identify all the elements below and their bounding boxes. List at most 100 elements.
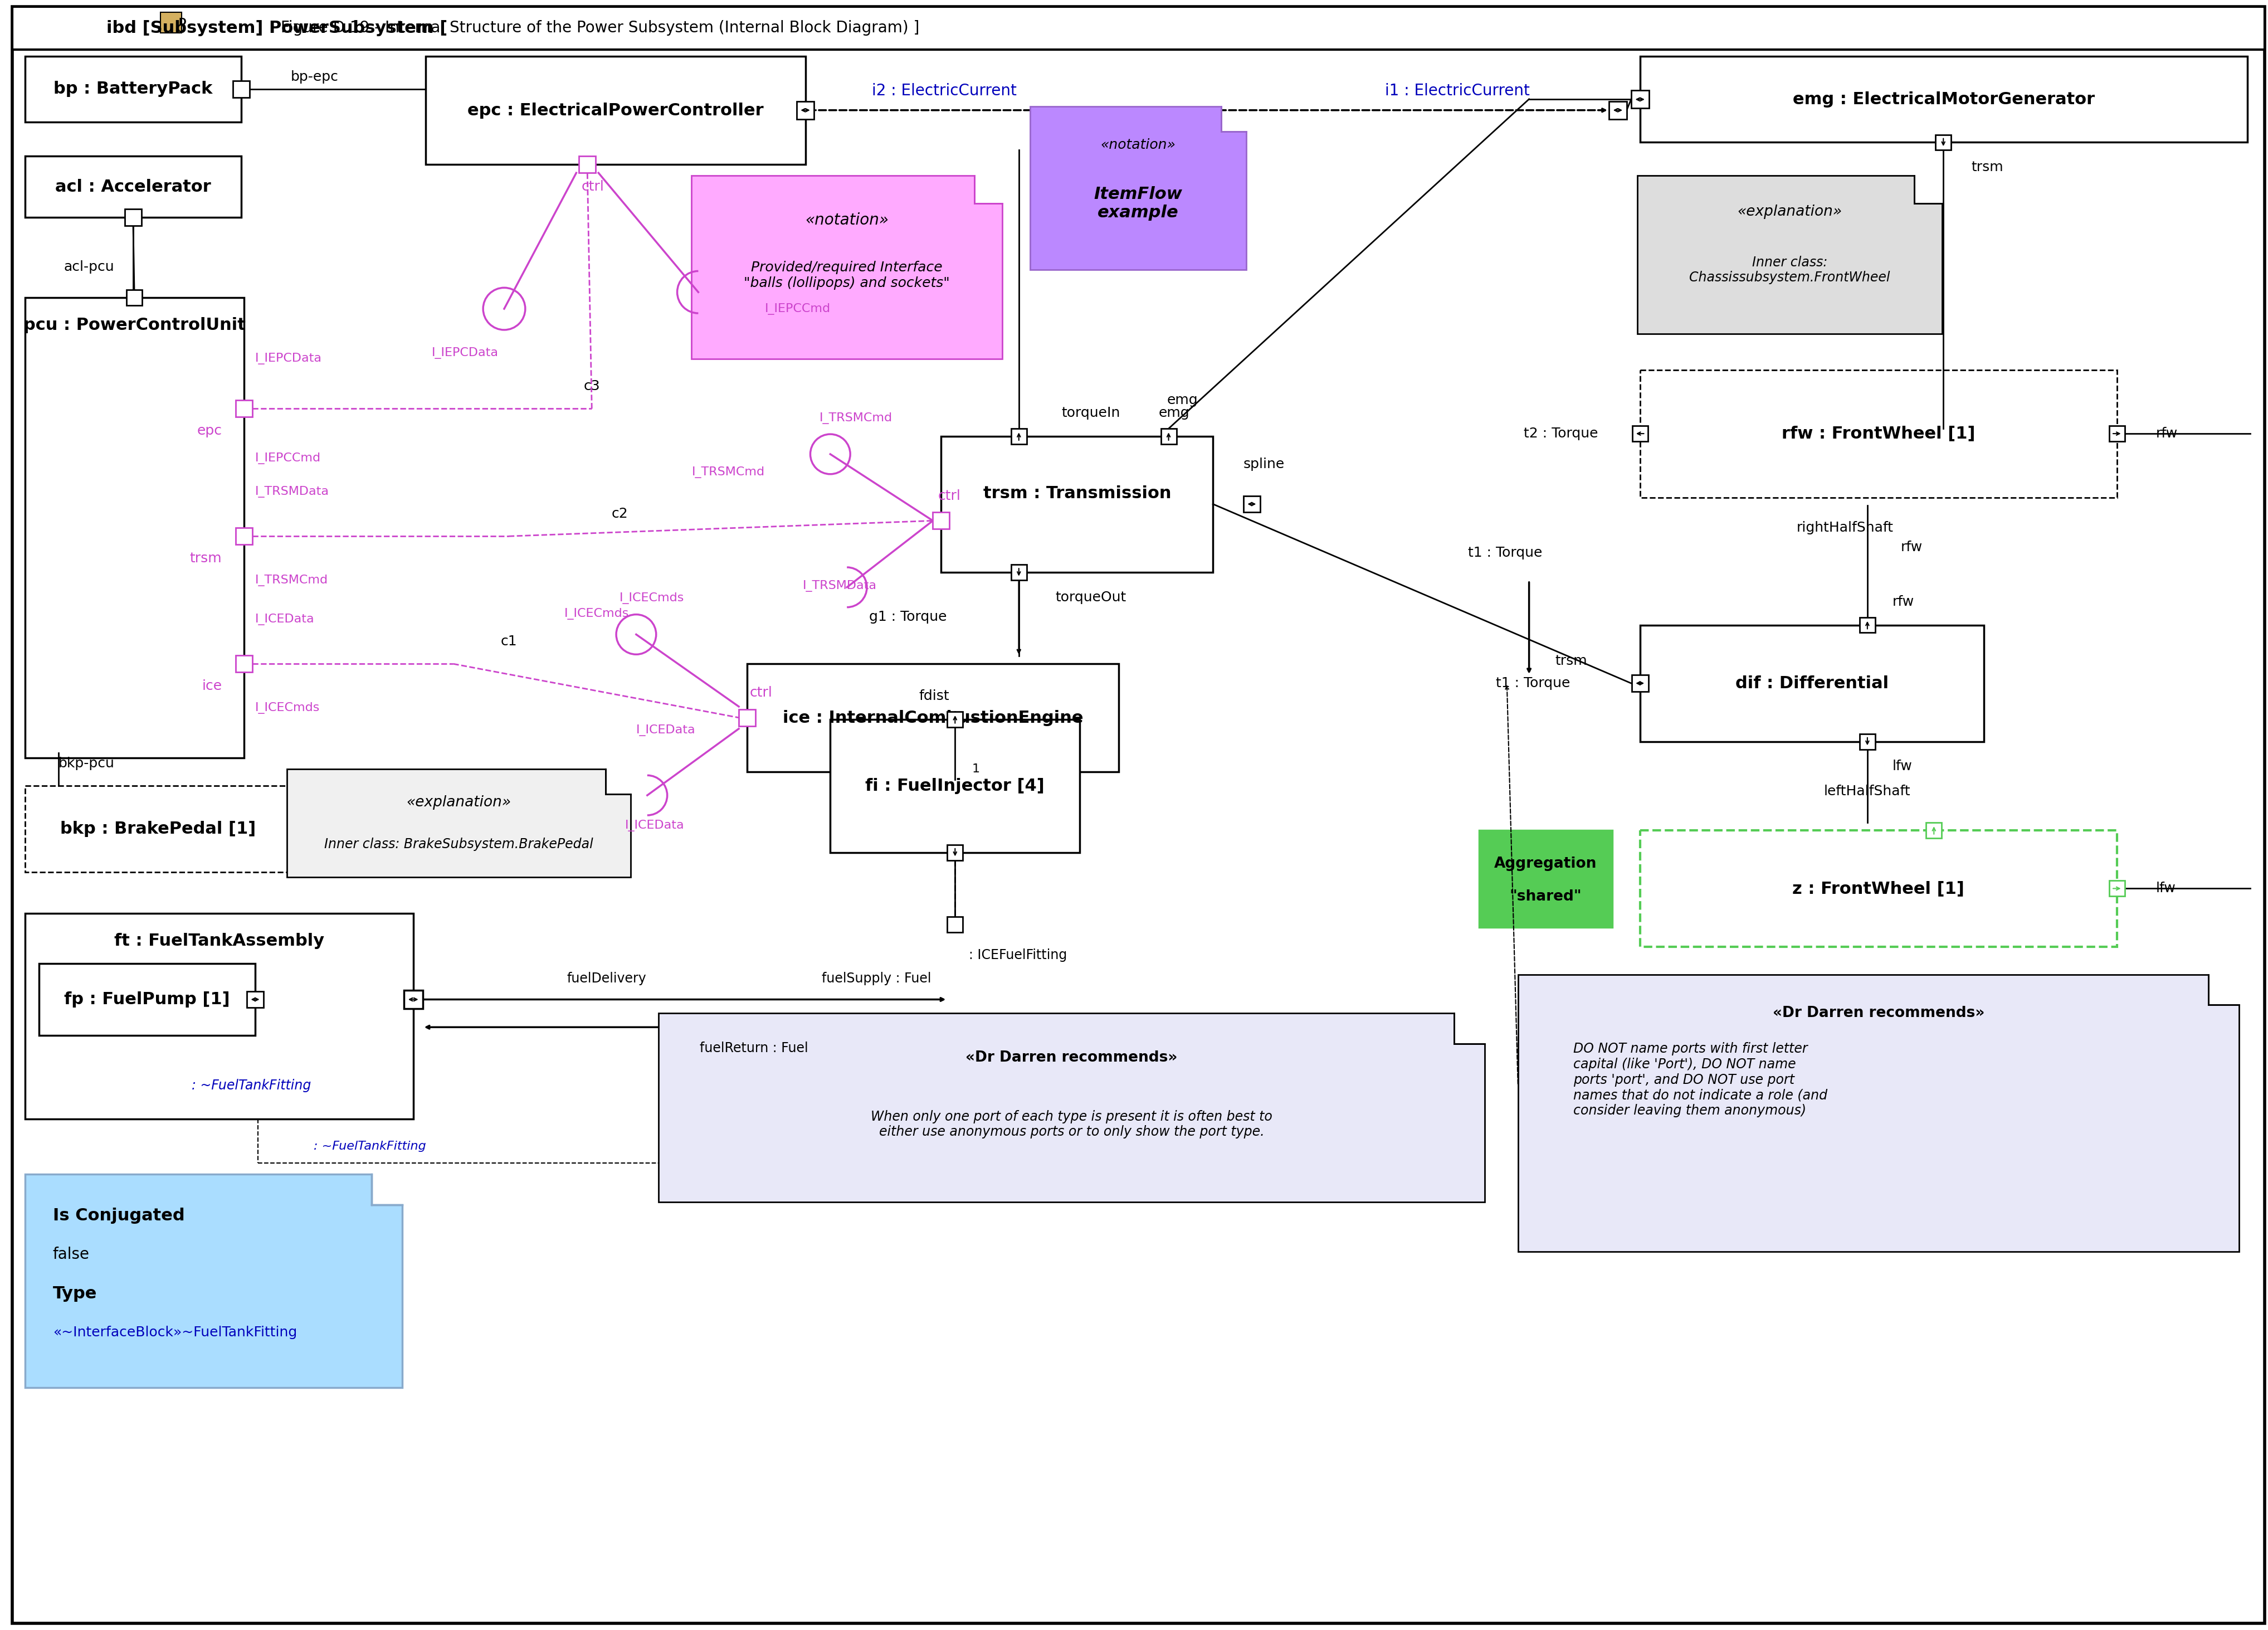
Text: I_ICECmds: I_ICECmds [256,703,320,714]
Polygon shape [1517,975,2239,1252]
Text: I_IEPCData: I_IEPCData [431,347,499,359]
Text: Figure D.19 - Internal Structure of the Power Subsystem (Internal Block Diagram): Figure D.19 - Internal Structure of the … [277,20,919,36]
Text: I_TRSMData: I_TRSMData [256,486,329,497]
Bar [25,156,240,217]
Bar [39,963,256,1035]
Bar [1608,101,1626,119]
Text: spline: spline [1243,458,1284,471]
Text: I_TRSMCmd: I_TRSMCmd [819,412,891,424]
Bar [948,712,964,727]
Text: c2: c2 [612,507,628,520]
Bar [1633,425,1649,442]
Bar [830,719,1080,852]
Bar [11,7,2263,51]
Bar [1161,429,1177,443]
Bar [25,298,245,758]
Text: bkp : BrakePedal [1]: bkp : BrakePedal [1] [61,822,256,836]
Bar [1640,370,2116,497]
Text: : ~FuelTankFitting: : ~FuelTankFitting [313,1141,426,1152]
Bar [247,991,263,1007]
Text: bp-epc: bp-epc [290,70,338,83]
Text: t1 : Torque: t1 : Torque [1497,676,1569,689]
Text: I_ICEData: I_ICEData [626,820,685,831]
Text: trsm: trsm [1556,654,1588,668]
Text: rfw: rfw [1901,541,1923,554]
Text: ft : FuelTankAssembly: ft : FuelTankAssembly [113,932,324,949]
Bar [932,512,950,530]
Bar [948,916,964,932]
Bar [1631,91,1649,108]
Text: trsm: trsm [1971,161,2003,174]
Text: D: D [179,18,186,28]
Text: leftHalfShaft: leftHalfShaft [1823,784,1910,799]
Text: false: false [52,1247,88,1263]
Polygon shape [286,769,631,877]
Text: i1 : ElectricCurrent: i1 : ElectricCurrent [1386,83,1529,98]
Bar [796,101,814,119]
Text: fp : FuelPump [1]: fp : FuelPump [1] [64,991,229,1007]
Bar [739,709,755,725]
Bar [1640,624,1984,742]
Text: ibd [Subsystem] PowerSubsystem [: ibd [Subsystem] PowerSubsystem [ [107,20,447,36]
Bar [1479,830,1613,927]
Bar [125,209,141,225]
Text: Is Conjugated: Is Conjugated [52,1208,184,1224]
Text: «Dr Darren recommends»: «Dr Darren recommends» [966,1050,1177,1064]
Text: emg : ElectricalMotorGenerator: emg : ElectricalMotorGenerator [1792,91,2096,108]
Bar [25,913,413,1118]
Text: ctrl: ctrl [939,489,962,502]
Text: dif : Differential: dif : Differential [1735,675,1889,691]
Text: Type: Type [52,1286,98,1301]
Bar [161,11,181,33]
Bar [1631,675,1649,691]
Polygon shape [25,1174,401,1387]
Text: When only one port of each type is present it is often best to
either use anonym: When only one port of each type is prese… [871,1110,1272,1139]
Text: torqueOut: torqueOut [1055,590,1127,605]
Text: I_TRSMCmd: I_TRSMCmd [692,466,764,478]
Text: ctrl: ctrl [581,179,603,194]
Text: "shared": "shared" [1510,890,1581,905]
Polygon shape [692,176,1002,359]
Text: I_ICECmds: I_ICECmds [619,593,685,605]
Text: Inner class: BrakeSubsystem.BrakePedal: Inner class: BrakeSubsystem.BrakePedal [324,838,594,851]
Text: rfw: rfw [1892,595,1914,608]
Text: z : FrontWheel [1]: z : FrontWheel [1] [1792,880,1964,896]
Text: Aggregation: Aggregation [1495,856,1597,870]
Text: rightHalfShaft: rightHalfShaft [1796,522,1894,535]
Text: ItemFlow
example: ItemFlow example [1093,186,1182,220]
Text: t2 : Torque: t2 : Torque [1524,427,1599,440]
Text: 1: 1 [971,764,980,774]
Text: trsm : Transmission: trsm : Transmission [982,486,1170,502]
Text: t1 : Torque: t1 : Torque [1467,546,1542,559]
Text: g1 : Torque: g1 : Torque [869,610,946,623]
Text: I_ICECmds: I_ICECmds [565,608,628,619]
Bar [127,290,143,305]
Bar [426,57,805,165]
Bar [404,989,422,1009]
Text: «notation»: «notation» [1100,139,1175,152]
Text: I_ICEData: I_ICEData [256,613,315,626]
Text: ctrl: ctrl [748,686,773,699]
Text: rfw : FrontWheel [1]: rfw : FrontWheel [1] [1783,425,1975,442]
Bar [25,57,240,122]
Text: «Dr Darren recommends»: «Dr Darren recommends» [1774,1006,1984,1020]
Text: lfw: lfw [1892,760,1912,773]
Bar [1935,135,1950,150]
Text: : ICEFuelFitting: : ICEFuelFitting [968,949,1068,962]
Bar [236,528,252,544]
Text: «explanation»: «explanation» [406,795,510,810]
Text: bp : BatteryPack: bp : BatteryPack [54,82,213,98]
Polygon shape [1637,176,1941,334]
Text: lfw: lfw [2157,882,2175,895]
Polygon shape [658,1014,1486,1201]
Bar [1012,429,1027,443]
Bar [2109,880,2125,896]
Text: I_IEPCCmd: I_IEPCCmd [256,453,322,465]
Text: c3: c3 [583,380,601,393]
Text: «~InterfaceBlock»~FuelTankFitting: «~InterfaceBlock»~FuelTankFitting [52,1325,297,1338]
Text: «notation»: «notation» [805,212,889,228]
Text: fuelDelivery: fuelDelivery [567,971,646,985]
Text: I_ICEData: I_ICEData [635,725,696,737]
Text: acl-pcu: acl-pcu [64,261,113,274]
Text: torqueIn: torqueIn [1061,406,1120,421]
